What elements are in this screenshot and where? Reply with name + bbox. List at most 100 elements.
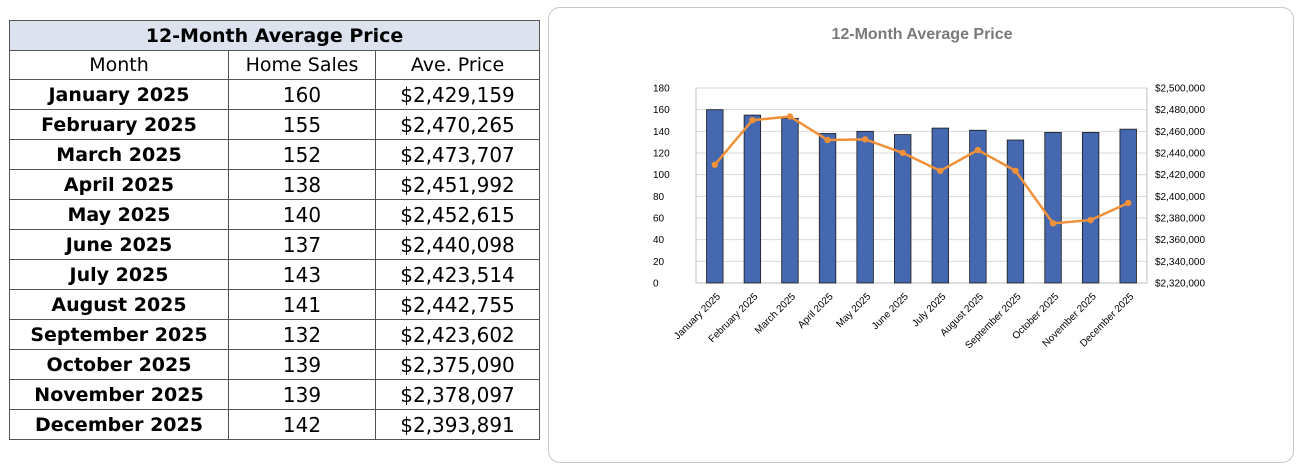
price-point (1049, 220, 1057, 227)
table-row: March 2025 152 $2,473,707 (9, 139, 541, 170)
price-point (786, 113, 794, 120)
month-cell: March 2025 (9, 139, 229, 170)
price-point (711, 161, 718, 168)
price-point (1087, 216, 1094, 224)
x-axis-tick-label: April 2025 (796, 291, 836, 331)
right-axis-tick-label: $2,480,000 (1155, 105, 1205, 116)
table-row: November 2025 139 $2,378,097 (9, 379, 541, 410)
ave-price-cell: $2,470,265 (374, 109, 541, 140)
left-axis-tick-label: 140 (653, 127, 670, 138)
month-cell: August 2025 (9, 289, 229, 320)
ave-price-cell: $2,442,755 (374, 289, 541, 320)
right-axis-tick-label: $2,320,000 (1155, 279, 1205, 290)
bar (818, 133, 837, 284)
price-table: 12-Month Average Price Month Home Sales … (8, 20, 541, 440)
home-sales-cell: 143 (228, 259, 376, 290)
month-cell: September 2025 (9, 319, 229, 350)
ave-price-cell: $2,451,992 (374, 169, 541, 200)
chart-panel: 12-Month Average Price 0 20 40 60 80 100 120 14… (548, 7, 1294, 463)
header-month: Month (9, 50, 229, 80)
table-row: April 2025 138 $2,451,992 (9, 169, 541, 200)
ave-price-cell: $2,393,891 (374, 409, 541, 440)
month-cell: November 2025 (9, 379, 229, 410)
month-cell: December 2025 (9, 409, 229, 440)
month-cell: April 2025 (9, 169, 229, 200)
left-axis-tick-label: 40 (653, 235, 665, 246)
right-axis-tick-label: $2,340,000 (1155, 257, 1205, 268)
month-cell: October 2025 (9, 349, 229, 380)
ave-price-cell: $2,440,098 (374, 229, 541, 260)
table-row: June 2025 137 $2,440,098 (9, 229, 541, 260)
bar (1006, 139, 1025, 284)
bar (856, 130, 874, 284)
ave-price-cell: $2,452,615 (374, 199, 541, 230)
home-sales-cell: 141 (228, 289, 376, 320)
price-point (1125, 199, 1132, 207)
chart-title: 12-Month Average Price (831, 26, 1013, 43)
table-body: January 2025 160 $2,429,159 February 2025 15… (9, 79, 541, 440)
ave-price-cell: $2,423,514 (374, 259, 541, 290)
right-axis-tick-label: $2,360,000 (1155, 235, 1205, 246)
right-axis-tick-label: $2,400,000 (1155, 192, 1205, 203)
home-sales-cell: 142 (228, 409, 376, 440)
header-ave-price: Ave. Price (374, 50, 541, 80)
month-cell: January 2025 (9, 79, 229, 110)
home-sales-cell: 152 (228, 139, 376, 170)
bar (1081, 132, 1100, 284)
table-row: January 2025 160 $2,429,159 (9, 79, 541, 110)
bar (931, 127, 949, 284)
home-sales-cell: 155 (228, 109, 376, 140)
home-sales-cell: 139 (228, 349, 376, 380)
home-sales-cell: 132 (228, 319, 376, 350)
right-axis-tick-label: $2,380,000 (1155, 214, 1205, 225)
month-cell: June 2025 (9, 229, 229, 260)
ave-price-cell: $2,429,159 (374, 79, 541, 110)
bar (743, 114, 762, 284)
price-point (974, 146, 982, 154)
month-cell: May 2025 (9, 199, 229, 230)
right-axis-tick-label: $2,500,000 (1155, 84, 1205, 95)
table-title: 12-Month Average Price (8, 20, 541, 51)
ave-price-cell: $2,378,097 (374, 379, 541, 410)
price-point (861, 136, 869, 143)
combo-chart: 0 20 40 60 80 100 120 140 160 180 $2,320,000 $2,340… (653, 84, 1205, 352)
home-sales-cell: 139 (228, 379, 376, 410)
left-axis-tick-label: 160 (653, 105, 670, 116)
left-axis-tick-label: 120 (653, 149, 670, 160)
bar (781, 117, 799, 284)
bar (706, 109, 724, 284)
price-point (1012, 167, 1019, 174)
x-axis-tick-label: July 2025 (910, 291, 948, 329)
price-line (713, 115, 1129, 225)
right-axis-tick-label: $2,440,000 (1155, 149, 1205, 160)
right-axis-tick-label: $2,420,000 (1155, 170, 1205, 181)
home-sales-cell: 140 (228, 199, 376, 230)
x-axis-tick-label: March 2025 (753, 291, 798, 336)
x-axis-tick-label: May 2025 (834, 291, 873, 330)
table-row: February 2025 155 $2,470,265 (9, 109, 541, 140)
ave-price-cell: $2,423,602 (374, 319, 541, 350)
left-axis-tick-label: 60 (653, 214, 665, 225)
left-axis-tick-label: 20 (653, 257, 665, 268)
bar (1044, 132, 1062, 284)
price-point (824, 136, 831, 144)
bar (969, 129, 987, 284)
home-sales-cell: 137 (228, 229, 376, 260)
price-point (937, 167, 944, 175)
left-axis-tick-label: 0 (653, 279, 659, 290)
left-axis-tick-label: 80 (653, 192, 665, 203)
table-row: October 2025 139 $2,375,090 (9, 349, 541, 380)
month-cell: February 2025 (9, 109, 229, 140)
price-point (899, 149, 906, 157)
right-axis-tick-label: $2,460,000 (1155, 127, 1205, 138)
table-row: August 2025 141 $2,442,755 (9, 289, 541, 320)
table-row: July 2025 143 $2,423,514 (9, 259, 541, 290)
ave-price-cell: $2,473,707 (374, 139, 541, 170)
left-axis-tick-label: 100 (653, 170, 670, 181)
header-home-sales: Home Sales (228, 50, 376, 80)
bar (894, 134, 912, 284)
table-row: September 2025 132 $2,423,602 (9, 319, 541, 350)
x-axis-tick-label: June 2025 (870, 291, 911, 332)
left-axis-tick-label: 180 (653, 84, 670, 95)
ave-price-cell: $2,375,090 (374, 349, 541, 380)
